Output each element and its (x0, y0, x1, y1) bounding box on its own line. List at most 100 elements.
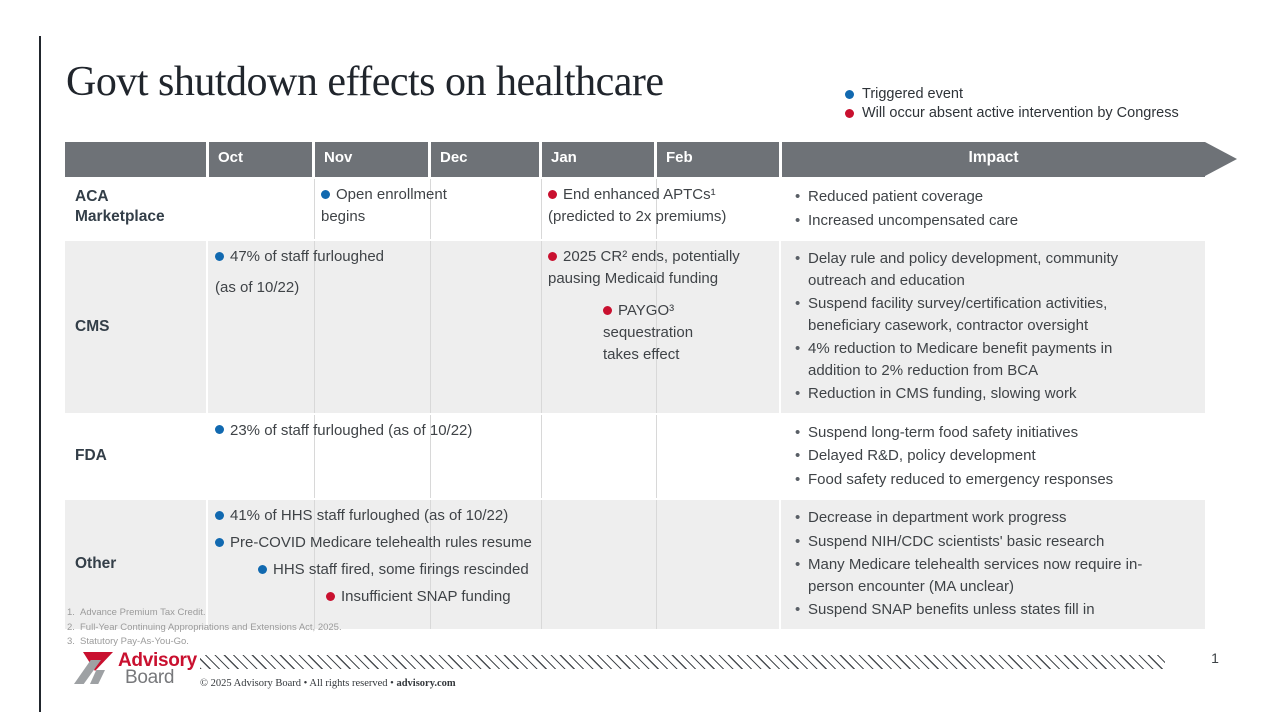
triggered-event-dot-icon (845, 89, 854, 99)
event-text: HHS staff fired, some firings rescinded (273, 561, 529, 578)
footnote: Advance Premium Tax Credit. (67, 606, 206, 620)
triggered-event-dot-icon (321, 189, 330, 199)
logo-text: Advisory Board (118, 651, 197, 687)
event-text: Open enrollment begins (321, 186, 447, 225)
impact-cell-cms: Delay rule and policy development, commu… (779, 241, 1205, 413)
impact-bullet: Delayed R&D, policy development (795, 445, 1165, 467)
impact-bullet: Reduction in CMS funding, slowing work (795, 383, 1165, 405)
advisory-board-logo-icon (74, 651, 114, 685)
row-label-other: Other (75, 555, 117, 573)
intervention-event-dot-icon (548, 251, 557, 261)
footnote: Statutory Pay-As-You-Go. (67, 635, 189, 649)
event-text: 47% of staff furloughed (230, 248, 384, 265)
triggered-event-dot-icon (215, 251, 224, 261)
impact-bullet: Increased uncompensated care (795, 210, 1165, 232)
legend-label: Will occur absent active intervention by… (862, 105, 1179, 121)
impact-bullet: Delay rule and policy development, commu… (795, 248, 1165, 291)
timeline-event: PAYGO³ sequestration takes effect (603, 300, 723, 366)
table-body: ACA Marketplace Open enrollment begins End… (65, 177, 1205, 629)
event-subtext: (as of 10/22) (215, 279, 300, 296)
impact-bullet: Decrease in department work progress (795, 507, 1165, 529)
timeline-event: 2025 CR² ends, potentially pausing Medic… (548, 246, 780, 290)
impact-cell-fda: Suspend long-term food safety initiative… (779, 414, 1205, 498)
impact-arrow (1205, 142, 1237, 176)
header-cell-month-feb: Feb (654, 142, 779, 177)
header-cell-month-jan: Jan (539, 142, 654, 177)
triggered-event-dot-icon (215, 537, 224, 547)
legend-item: Triggered event (845, 86, 1179, 102)
copyright-text: © 2025 Advisory Board • All rights reser… (200, 678, 397, 689)
event-text: Pre-COVID Medicare telehealth rules resu… (230, 534, 532, 551)
timeline-event: 41% of HHS staff furloughed (as of 10/22… (215, 505, 715, 527)
triggered-event-dot-icon (215, 510, 224, 520)
header-cell-month-dec: Dec (428, 142, 539, 177)
month-gridline (541, 500, 542, 629)
event-text: 2025 CR² ends, potentially pausing Medic… (548, 248, 740, 287)
table-row-other: Other 41% of HHS staff furloughed (as of … (65, 498, 1205, 629)
month-gridline (656, 241, 657, 413)
month-gridline (314, 241, 315, 413)
month-gridline (656, 179, 657, 239)
month-gridline (656, 414, 657, 498)
timeline-table: Oct Nov Dec Jan Feb Impact ACA Marketplace Ope… (65, 142, 1237, 629)
row-label-cms: CMS (75, 317, 110, 335)
legend-item: Will occur absent active intervention by… (845, 105, 1179, 121)
intervention-event-dot-icon (548, 189, 557, 199)
month-gridline (541, 179, 542, 239)
month-gridline (541, 414, 542, 498)
month-gridline (541, 241, 542, 413)
month-gridline (430, 414, 431, 498)
intervention-event-dot-icon (326, 591, 335, 601)
timeline-event: End enhanced APTCs¹ (predicted to 2x pre… (548, 184, 763, 228)
legend-label: Triggered event (862, 86, 964, 102)
month-gridline (430, 241, 431, 413)
month-gridline (314, 179, 315, 239)
triggered-event-dot-icon (215, 425, 224, 435)
triggered-event-dot-icon (258, 564, 267, 574)
impact-bullet: 4% reduction to Medicare benefit payment… (795, 338, 1165, 381)
footnote: Full-Year Continuing Appropriations and … (67, 621, 342, 635)
copyright-line: © 2025 Advisory Board • All rights reser… (200, 678, 456, 689)
timeline-event: 47% of staff furloughed (as of 10/22) (215, 246, 445, 299)
impact-cell-aca-marketplace: Reduced patient coverageIncreased uncomp… (779, 179, 1205, 239)
month-gridline (656, 500, 657, 629)
month-gridline (314, 500, 315, 629)
impact-bullet: Food safety reduced to emergency respons… (795, 469, 1165, 491)
advisory-board-logo: Advisory Board (74, 651, 197, 687)
month-gridline (430, 500, 431, 629)
impact-bullet: Reduced patient coverage (795, 186, 1165, 208)
timeline-cell-fda: 23% of staff furloughed (as of 10/22) (206, 414, 779, 498)
intervention-event-dot-icon (603, 305, 612, 315)
header-cell-month-oct: Oct (206, 142, 312, 177)
timeline-cell-aca-marketplace: Open enrollment begins End enhanced APTCs… (206, 179, 779, 239)
intervention-event-dot-icon (845, 108, 854, 118)
timeline-event: Pre-COVID Medicare telehealth rules resu… (215, 532, 715, 554)
timeline-event: HHS staff fired, some firings rescinded (258, 559, 678, 581)
event-text: 23% of staff furloughed (as of 10/22) (230, 421, 473, 439)
event-text: Insufficient SNAP funding (341, 588, 511, 605)
row-label-fda: FDA (75, 447, 107, 465)
legend: Triggered event Will occur absent active … (845, 86, 1179, 124)
impact-bullet: Suspend SNAP benefits unless states fill… (795, 599, 1165, 621)
row-label-aca-marketplace: ACA Marketplace (75, 188, 165, 226)
timeline-event: 23% of staff furloughed (as of 10/22) (215, 420, 775, 442)
timeline-cell-cms: 47% of staff furloughed (as of 10/22) 2025… (206, 241, 779, 413)
page-title: Govt shutdown effects on healthcare (66, 59, 664, 105)
table-header-row: Oct Nov Dec Jan Feb Impact (65, 142, 1205, 177)
timeline-event: Insufficient SNAP funding (326, 586, 626, 608)
timeline-cell-other: 41% of HHS staff furloughed (as of 10/22… (206, 500, 779, 629)
impact-cell-other: Decrease in department work progressSusp… (779, 500, 1205, 629)
event-text: PAYGO³ sequestration takes effect (603, 302, 694, 363)
header-cell-month-nov: Nov (312, 142, 428, 177)
impact-bullet: Suspend facility survey/certification ac… (795, 293, 1165, 336)
table-row-aca-marketplace: ACA Marketplace Open enrollment begins End… (65, 177, 1205, 239)
hatch-divider (200, 655, 1165, 669)
month-gridline (314, 414, 315, 498)
left-edge-rule (39, 36, 41, 712)
impact-bullet: Suspend NIH/CDC scientists' basic resear… (795, 531, 1165, 553)
logo-word-board: Board (125, 667, 175, 688)
advisory-com-link[interactable]: advisory.com (396, 678, 456, 689)
event-text: 41% of HHS staff furloughed (as of 10/22… (230, 507, 509, 524)
page-number: 1 (1211, 650, 1219, 666)
header-cell-blank (65, 142, 206, 177)
